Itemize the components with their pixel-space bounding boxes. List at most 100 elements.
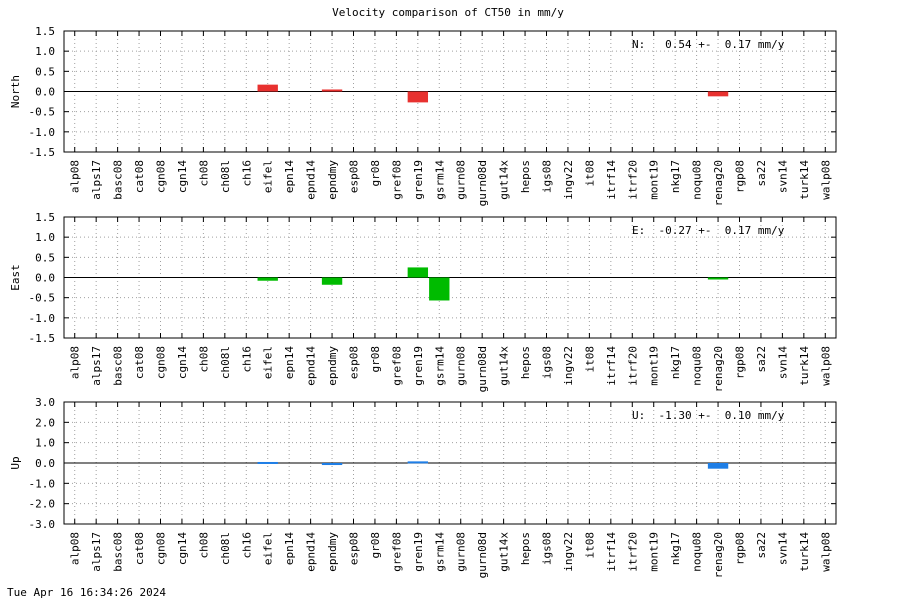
x-tick-label-epnd14: epnd14	[305, 160, 318, 200]
x-tick-label-noqu08: noqu08	[691, 346, 704, 386]
x-tick-label-eifel: eifel	[262, 532, 275, 565]
x-tick-label-ingv22: ingv22	[562, 532, 575, 572]
stat-annotation: U: -1.30 +- 0.10 mm/y	[632, 409, 785, 422]
y-tick-label: -1.0	[29, 477, 56, 490]
x-tick-label-ch08: ch08	[197, 346, 210, 373]
x-tick-label-cgn14: cgn14	[176, 160, 189, 193]
x-tick-label-itrf20: itrf20	[626, 532, 639, 572]
x-tick-label-mont19: mont19	[648, 160, 661, 200]
x-tick-label-nkg17: nkg17	[669, 532, 682, 565]
x-tick-label-ch16: ch16	[240, 160, 253, 187]
x-tick-label-svn14: svn14	[776, 346, 789, 379]
x-tick-label-gurn08d: gurn08d	[476, 160, 489, 206]
stat-annotation: E: -0.27 +- 0.17 mm/y	[632, 224, 785, 237]
x-tick-label-gren19: gren19	[412, 160, 425, 200]
bar-epndmy	[321, 89, 343, 92]
y-tick-label: 0.5	[35, 65, 55, 78]
x-tick-label-walp08: walp08	[819, 160, 832, 200]
x-tick-label-cgn08: cgn08	[155, 160, 168, 193]
x-tick-label-nkg17: nkg17	[669, 346, 682, 379]
chart-title: Velocity comparison of CT50 in mm/y	[332, 6, 564, 19]
y-tick-label: 0.0	[35, 272, 55, 285]
x-tick-label-alps17: alps17	[90, 532, 103, 572]
x-tick-label-ch08: ch08	[197, 532, 210, 559]
x-tick-label-eifel: eifel	[262, 160, 275, 193]
x-tick-label-cgn14: cgn14	[176, 346, 189, 379]
x-tick-label-turk14: turk14	[798, 160, 811, 200]
y-tick-label: 1.0	[35, 437, 55, 450]
y-axis-label: North	[9, 75, 22, 108]
y-tick-label: 1.5	[35, 25, 55, 38]
x-tick-label-walp08: walp08	[819, 346, 832, 386]
x-tick-label-rgp08: rgp08	[734, 160, 747, 193]
y-tick-label: -3.0	[29, 518, 56, 531]
x-tick-label-hepos: hepos	[519, 346, 532, 379]
y-tick-label: 0.0	[35, 86, 55, 99]
x-tick-label-gr08: gr08	[369, 532, 382, 559]
x-tick-label-esp08: esp08	[348, 160, 361, 193]
x-tick-label-gren19: gren19	[412, 346, 425, 386]
x-tick-label-ch08l: ch08l	[219, 160, 232, 193]
x-tick-label-sa22: sa22	[755, 160, 768, 187]
x-tick-label-epndmy: epndmy	[326, 160, 339, 200]
x-tick-label-it08: it08	[583, 532, 596, 559]
x-tick-label-renag20: renag20	[712, 346, 725, 392]
bar-renag20	[707, 91, 729, 97]
x-tick-label-alps17: alps17	[90, 160, 103, 200]
x-tick-label-gren19: gren19	[412, 532, 425, 572]
bar-epndmy	[321, 463, 343, 466]
x-tick-label-esp08: esp08	[348, 532, 361, 565]
y-tick-label: -1.0	[29, 312, 56, 325]
y-tick-label: -1.5	[29, 332, 56, 345]
x-tick-label-epn14: epn14	[283, 346, 296, 379]
x-tick-label-gurn08d: gurn08d	[476, 346, 489, 392]
x-tick-label-esp08: esp08	[348, 346, 361, 379]
bar-epndmy	[321, 277, 343, 285]
y-tick-label: 1.5	[35, 211, 55, 224]
x-tick-label-itrf14: itrf14	[605, 160, 618, 200]
x-tick-label-alp08: alp08	[69, 532, 82, 565]
stat-annotation: N: 0.54 +- 0.17 mm/y	[632, 38, 785, 51]
x-tick-label-ch08: ch08	[197, 160, 210, 187]
x-tick-label-gurn08: gurn08	[455, 346, 468, 386]
x-tick-label-hepos: hepos	[519, 532, 532, 565]
x-tick-label-gr08: gr08	[369, 346, 382, 373]
y-tick-label: 1.0	[35, 45, 55, 58]
bar-gren19	[407, 91, 429, 103]
x-tick-label-cat08: cat08	[133, 160, 146, 193]
x-tick-label-noqu08: noqu08	[691, 160, 704, 200]
x-tick-label-epndmy: epndmy	[326, 532, 339, 572]
bar-gren19	[407, 267, 429, 278]
bar-gsrm14	[429, 277, 450, 301]
bar-renag20	[707, 277, 729, 280]
x-tick-label-ch08l: ch08l	[219, 346, 232, 379]
x-tick-label-epn14: epn14	[283, 532, 296, 565]
x-tick-label-ch08l: ch08l	[219, 532, 232, 565]
x-tick-label-gurn08: gurn08	[455, 532, 468, 572]
x-tick-label-gurn08d: gurn08d	[476, 532, 489, 578]
x-tick-label-hepos: hepos	[519, 160, 532, 193]
x-tick-label-alp08: alp08	[69, 346, 82, 379]
x-tick-label-cgn08: cgn08	[155, 346, 168, 379]
bar-eifel	[257, 277, 278, 281]
x-tick-label-svn14: svn14	[776, 532, 789, 565]
bar-eifel	[257, 84, 278, 92]
x-tick-label-rgp08: rgp08	[734, 532, 747, 565]
x-tick-label-sa22: sa22	[755, 532, 768, 559]
x-tick-label-gref08: gref08	[390, 346, 403, 386]
x-tick-label-itrf20: itrf20	[626, 160, 639, 200]
x-tick-label-gsrm14: gsrm14	[433, 346, 446, 386]
y-tick-label: -2.0	[29, 498, 56, 511]
x-tick-label-turk14: turk14	[798, 346, 811, 386]
x-tick-label-ingv22: ingv22	[562, 346, 575, 386]
x-tick-label-basc08: basc08	[112, 346, 125, 386]
x-tick-label-eifel: eifel	[262, 346, 275, 379]
x-tick-label-alps17: alps17	[90, 346, 103, 386]
x-tick-label-sa22: sa22	[755, 346, 768, 373]
x-tick-label-basc08: basc08	[112, 160, 125, 200]
x-tick-label-cat08: cat08	[133, 346, 146, 379]
x-tick-label-gsrm14: gsrm14	[433, 160, 446, 200]
bar-gren19	[407, 461, 429, 464]
x-tick-label-gurn08: gurn08	[455, 160, 468, 200]
